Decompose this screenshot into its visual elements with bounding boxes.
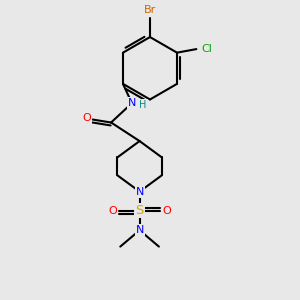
Text: N: N (135, 187, 144, 196)
Text: Br: Br (144, 5, 156, 15)
Text: S: S (135, 204, 144, 218)
Text: N: N (135, 225, 144, 235)
Text: O: O (108, 206, 117, 216)
Text: H: H (140, 100, 147, 110)
Text: O: O (82, 113, 91, 123)
Text: Cl: Cl (201, 44, 212, 54)
Text: O: O (163, 206, 171, 216)
Text: N: N (128, 98, 136, 108)
